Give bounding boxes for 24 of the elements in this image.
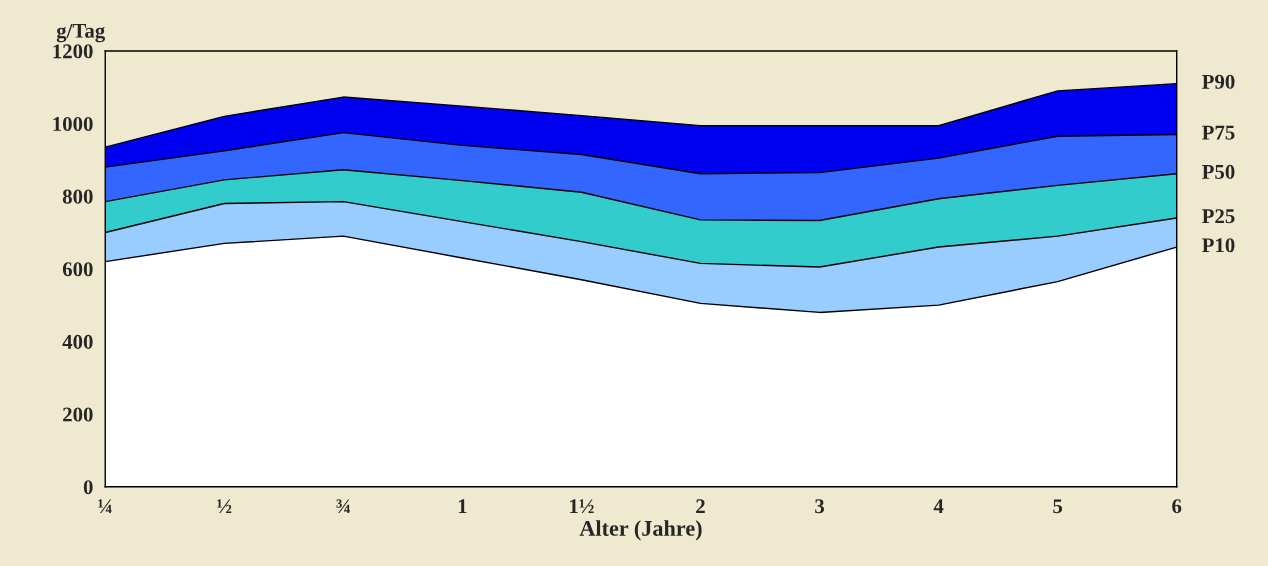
series-label: P75 [1202,125,1235,140]
x-axis-title: Alter (Jahre) [579,520,702,541]
series-label: P50 [1202,164,1235,179]
y-axis-title: g/Tag [56,23,106,43]
series-label: P10 [1202,238,1235,253]
y-tick-label: 1000 [53,116,93,132]
x-tick-label: ¾ [336,499,350,514]
y-tick-label: 1200 [53,44,93,59]
y-tick-label: 200 [63,407,93,422]
series-label: P25 [1202,209,1235,224]
x-tick-label: 6 [1172,499,1182,514]
x-tick-label: 1 [458,499,467,514]
x-tick-label: 3 [815,499,825,514]
x-tick-label: 1½ [570,499,594,514]
y-tick-label: 400 [62,334,93,349]
x-tick-label: 2 [696,499,705,514]
x-tick-label: 5 [1053,499,1063,514]
x-tick-label: ¼ [98,499,112,514]
y-tick-label: 800 [62,189,93,204]
x-tick-label: 4 [933,499,944,514]
y-tick-label: 600 [62,262,93,277]
y-tick-label: 0 [83,480,93,495]
x-tick-label: ½ [217,499,232,514]
series-label: P90 [1202,74,1235,89]
